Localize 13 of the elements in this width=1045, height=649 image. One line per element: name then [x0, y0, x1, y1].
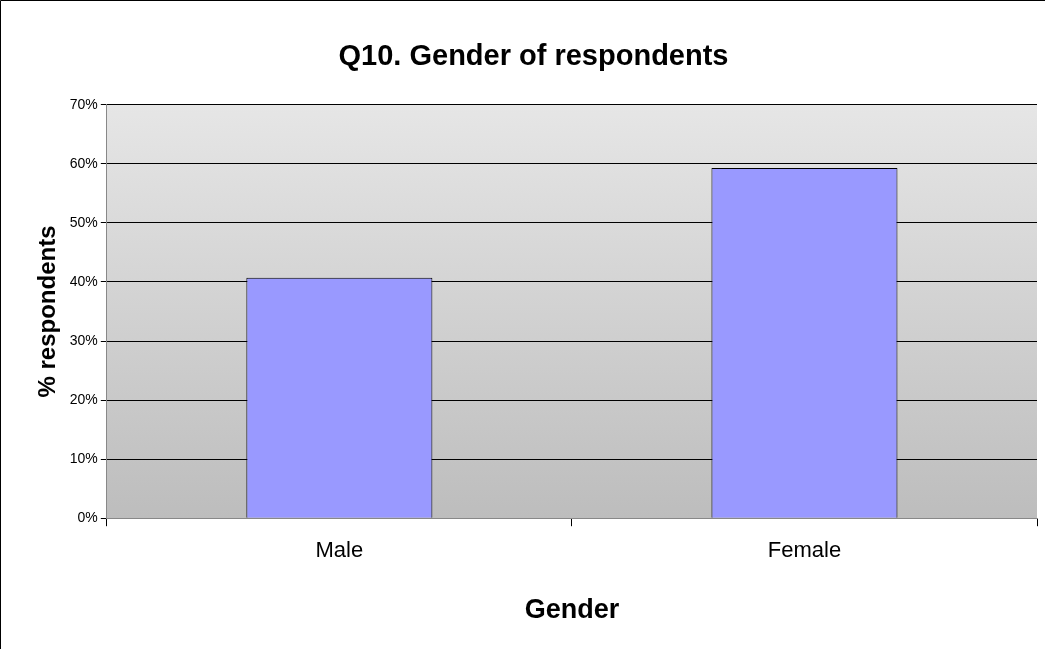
x-tick-label: Female	[767, 537, 842, 563]
y-tick-label: 60%	[69, 154, 98, 171]
y-tick-label: 0%	[77, 509, 98, 526]
x-tick-label: Male	[315, 537, 364, 563]
y-tick-label: 70%	[69, 95, 98, 112]
chart-title: Q10. Gender of respondents	[338, 39, 729, 72]
y-tick-label: 30%	[69, 331, 98, 348]
x-axis-title: Gender	[524, 594, 620, 625]
y-axis-title: % respondents	[33, 225, 61, 398]
y-tick-label: 20%	[69, 390, 98, 407]
y-tick-label: 40%	[69, 272, 98, 289]
y-tick-label: 50%	[69, 213, 98, 230]
y-tick-label: 10%	[69, 450, 98, 466]
